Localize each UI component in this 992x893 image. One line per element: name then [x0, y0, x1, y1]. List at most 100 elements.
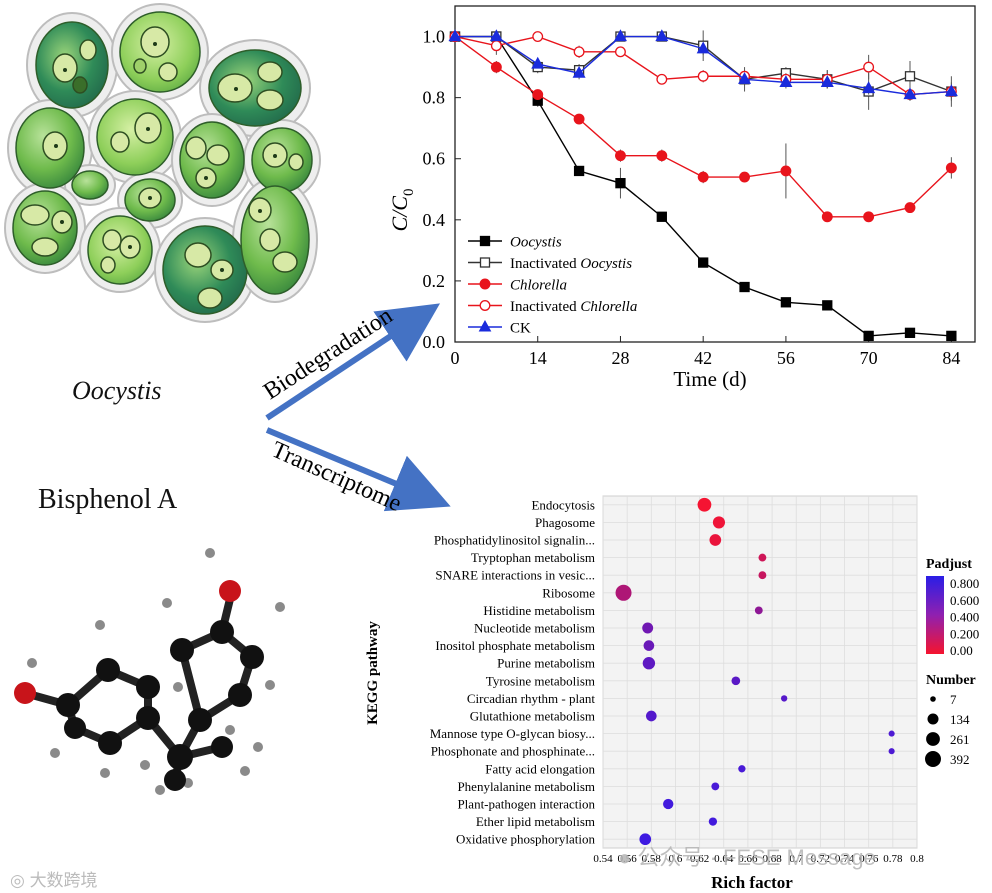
pathway-label: Fatty acid elongation [485, 761, 595, 776]
point-chlorella [863, 211, 875, 223]
y-tick-label: 0.6 [423, 149, 446, 169]
bubble-point [639, 833, 652, 846]
wechat-icon: ● [618, 845, 638, 870]
bubble-point [645, 710, 657, 722]
pathway-label: Circadian rhythm - plant [467, 691, 596, 706]
bubble-x-tick-label: 0.66 [738, 853, 758, 865]
pathway-label: Phosphatidylinositol signalin... [434, 533, 595, 548]
point-chlorella [821, 211, 833, 223]
point-chlorella [573, 113, 585, 125]
line-chart-axes: 0 14 28 42 56 70 84 0.0 0.2 0.4 0.6 0.8 1.0 [423, 5, 976, 368]
y-tick-label: 0.4 [423, 210, 446, 230]
bubble-chart-pathway-labels: Endocytosis Phagosome Phosphatidylinositol… [430, 497, 596, 846]
point-oocystis [904, 327, 916, 338]
point-ck [613, 29, 627, 42]
x-tick-label: 42 [694, 348, 712, 368]
pathway-label: Endocytosis [531, 497, 595, 512]
bubble-chart-grid [602, 495, 918, 849]
x-tick-label: 56 [777, 348, 795, 368]
y-tick-label: 0.8 [423, 88, 446, 108]
point-inactivated-oocystis [904, 71, 916, 82]
point-chlorella [697, 171, 709, 183]
legend-label-chlorella: Chlorella [510, 278, 567, 294]
padjust-colorbar [926, 576, 944, 654]
line-chart-frame [454, 5, 976, 343]
y-tick-label: 0.2 [423, 271, 446, 291]
padjust-tick-label: 0.400 [950, 610, 979, 625]
pathway-label: Purine metabolism [497, 656, 595, 671]
organism-label: Oocystis [72, 376, 162, 405]
padjust-tick-label: 0.00 [950, 643, 973, 658]
number-tick-label: 261 [950, 732, 970, 747]
bubble-point [758, 553, 767, 562]
point-oocystis [822, 300, 833, 311]
bubble-chart-points [615, 497, 895, 846]
bubble-point [642, 622, 654, 634]
point-ck [820, 75, 834, 87]
pathway-label: Phenylalanine metabolism [457, 779, 595, 794]
compound-label: Bisphenol A [38, 484, 178, 515]
point-oocystis [656, 211, 667, 222]
bubble-x-tick-label: 0.78 [883, 853, 903, 865]
pathway-label: Plant-pathogen interaction [457, 797, 595, 812]
bubble-chart-xlabel: Rich factor [711, 873, 793, 892]
point-chlorella [532, 89, 544, 101]
point-inactivated-chlorella [615, 46, 626, 58]
pathway-label: Glutathione metabolism [470, 709, 595, 724]
point-chlorella [739, 171, 750, 183]
bisphenol-a-molecule [14, 548, 285, 795]
series-line-chlorella [454, 35, 952, 218]
padjust-tick-label: 0.600 [950, 593, 979, 608]
bubble-point [663, 798, 674, 810]
flow-arrows: Biodegradation Transcriptome [259, 303, 451, 517]
kegg-bubble-chart: Endocytosis Phagosome Phosphatidylinositol… [365, 495, 979, 892]
y-tick-label: 0.0 [423, 332, 446, 352]
point-oocystis [739, 281, 750, 293]
arrow-biodegradation [265, 303, 441, 421]
x-tick-label: 0 [451, 348, 460, 368]
degradation-line-chart: 0 14 28 42 56 70 84 0.0 0.2 0.4 0.6 0.8 1.0 Oocystis… [387, 5, 976, 391]
bubble-point [697, 497, 712, 512]
padjust-tick-label: 0.800 [950, 576, 979, 591]
bubble-x-tick-label: 0.74 [835, 853, 855, 865]
bubble-point [738, 765, 746, 773]
number-tick-label: 134 [950, 712, 970, 727]
point-ck [572, 65, 586, 78]
x-tick-label: 14 [529, 348, 547, 368]
pathway-label: SNARE interactions in vesic... [435, 568, 595, 583]
pathway-label: Nucleotide metabolism [474, 621, 595, 636]
point-oocystis [698, 257, 709, 268]
bubble-x-tick-label: 0.54 [593, 853, 613, 865]
bubble-x-tick-label: 0.6 [669, 853, 683, 865]
point-oocystis [780, 297, 792, 308]
point-oocystis [946, 330, 957, 342]
legend-marker-inactivated-chlorella [479, 300, 491, 311]
bubble-point [754, 606, 763, 615]
point-ck [738, 72, 752, 84]
point-ck [862, 81, 876, 94]
legend-marker-chlorella [479, 278, 491, 290]
point-ck [531, 56, 545, 69]
point-oocystis [615, 178, 626, 189]
bubble-point [711, 782, 720, 791]
pathway-label: Histidine metabolism [483, 603, 595, 618]
watermark-left: ◎ 大数跨境 [10, 871, 98, 890]
padjust-legend-title: Padjust [926, 557, 972, 572]
pathway-label: Phagosome [535, 515, 595, 530]
bubble-plot-panel [602, 495, 918, 849]
point-chlorella [615, 150, 626, 162]
x-tick-label: 28 [611, 348, 629, 368]
pathway-label: Ether lipid metabolism [476, 814, 595, 829]
bubble-point [643, 640, 655, 651]
bubble-point [888, 730, 895, 737]
point-oocystis [863, 330, 874, 342]
point-ck [489, 29, 503, 42]
point-ck [944, 84, 958, 97]
number-tick-label: 7 [950, 692, 957, 707]
bubble-x-tick-label: 0.68 [762, 853, 782, 865]
bubble-point [888, 748, 895, 755]
number-tick-label: 392 [950, 752, 970, 767]
x-tick-label: 70 [860, 348, 878, 368]
point-ck [696, 41, 710, 54]
number-legend-dot [930, 696, 936, 702]
